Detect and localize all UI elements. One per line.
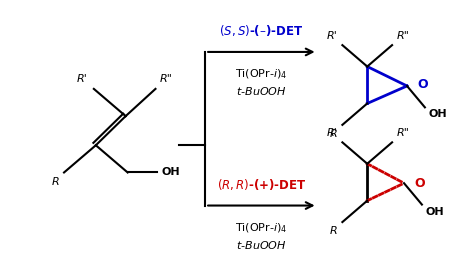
Text: R": R" — [397, 31, 410, 41]
Text: O: O — [417, 77, 428, 90]
Text: R': R' — [77, 74, 88, 84]
Text: O: O — [414, 177, 425, 190]
Text: OH: OH — [162, 167, 180, 178]
Text: $t$-BuOOH: $t$-BuOOH — [236, 85, 287, 97]
Text: R': R' — [327, 129, 337, 138]
Text: R: R — [329, 129, 337, 139]
Text: $(R,R)$-(+)-DET: $(R,R)$-(+)-DET — [217, 177, 306, 192]
Text: $t$-BuOOH: $t$-BuOOH — [236, 239, 287, 251]
Text: R: R — [329, 226, 337, 236]
Text: Ti(OPr-$i$)$_4$: Ti(OPr-$i$)$_4$ — [235, 68, 288, 81]
Text: OH: OH — [426, 207, 445, 216]
Text: R": R" — [397, 129, 410, 138]
Text: $(S,S)$-(–)-DET: $(S,S)$-(–)-DET — [219, 23, 303, 38]
Text: Ti(OPr-$i$)$_4$: Ti(OPr-$i$)$_4$ — [235, 221, 288, 235]
Text: R': R' — [327, 31, 337, 41]
Text: R: R — [51, 177, 59, 187]
Text: R": R" — [159, 74, 173, 84]
Text: OH: OH — [429, 109, 447, 119]
